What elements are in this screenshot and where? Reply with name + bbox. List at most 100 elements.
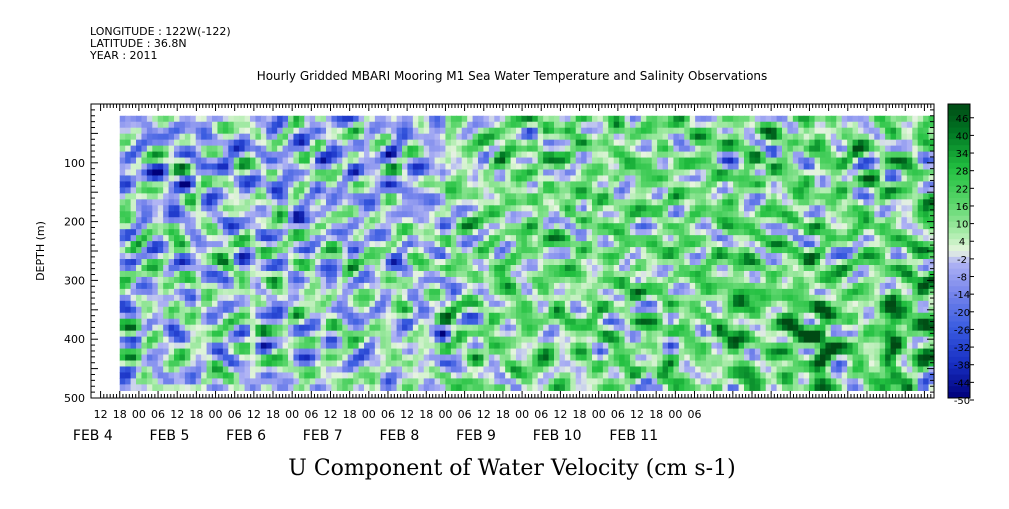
heatmap-cell — [597, 145, 604, 153]
heatmap-cell — [684, 324, 691, 332]
heatmap-cell — [315, 300, 322, 308]
heatmap-cell — [380, 121, 387, 129]
heatmap-cell — [163, 169, 170, 177]
heatmap-cell — [608, 366, 615, 374]
heatmap-cell — [440, 276, 447, 284]
heatmap-cell — [125, 217, 132, 224]
heatmap-cell — [195, 169, 202, 177]
heatmap-cell — [412, 133, 419, 141]
heatmap-cell — [559, 175, 566, 183]
heatmap-cell — [195, 259, 202, 266]
heatmap-cell — [255, 247, 262, 254]
heatmap-cell — [668, 253, 675, 260]
heatmap-cell — [608, 336, 615, 344]
heatmap-cell — [233, 372, 240, 380]
heatmap-cell — [472, 139, 479, 147]
heatmap-cell — [412, 235, 419, 242]
heatmap-cell — [668, 169, 675, 177]
heatmap-cell — [315, 276, 322, 284]
heatmap-cell — [537, 175, 544, 183]
heatmap-cell — [250, 151, 257, 159]
heatmap-cell — [624, 354, 631, 362]
heatmap-cell — [293, 175, 300, 183]
heatmap-cell — [510, 163, 517, 171]
heatmap-cell — [130, 294, 137, 302]
heatmap-cell — [304, 187, 311, 194]
heatmap-cell — [505, 324, 512, 332]
heatmap-cell — [260, 336, 267, 344]
heatmap-cell — [125, 199, 132, 206]
heatmap-cell — [450, 300, 457, 308]
heatmap-cell — [174, 253, 181, 260]
heatmap-cell — [440, 342, 447, 350]
heatmap-cell — [282, 276, 289, 284]
heatmap-cell — [418, 121, 425, 129]
heatmap-cell — [657, 193, 664, 200]
heatmap-cell — [516, 247, 523, 254]
heatmap-cell — [412, 294, 419, 302]
heatmap-cell — [543, 276, 550, 284]
heatmap-cell — [640, 139, 647, 147]
heatmap-cell — [494, 378, 501, 385]
heatmap-cell — [418, 247, 425, 254]
heatmap-cell — [592, 133, 599, 141]
heatmap-cell — [559, 360, 566, 368]
heatmap-cell — [141, 133, 148, 141]
heatmap-cell — [684, 384, 691, 391]
heatmap-cell — [217, 276, 224, 284]
heatmap-cell — [119, 348, 126, 356]
heatmap-cell — [136, 342, 143, 350]
heatmap-cell — [488, 270, 495, 278]
heatmap-cell — [706, 157, 713, 165]
heatmap-cell — [689, 312, 696, 320]
heatmap-cell — [668, 229, 675, 236]
heatmap-cell — [212, 211, 219, 218]
heatmap-cell — [119, 288, 126, 296]
heatmap-cell — [559, 276, 566, 284]
heatmap-cell — [657, 366, 664, 374]
heatmap-cell — [630, 276, 637, 284]
heatmap-cell — [293, 187, 300, 194]
heatmap-cell — [174, 229, 181, 236]
heatmap-cell — [657, 318, 664, 326]
heatmap-cell — [326, 348, 333, 356]
heatmap-cell — [293, 193, 300, 200]
heatmap-cell — [212, 300, 219, 308]
heatmap-cell — [630, 372, 637, 380]
heatmap-cell — [326, 145, 333, 153]
heatmap-cell — [353, 175, 360, 183]
heatmap-cell — [483, 288, 490, 296]
heatmap-cell — [559, 181, 566, 188]
heatmap-cell — [320, 354, 327, 362]
heatmap-cell — [347, 115, 354, 123]
heatmap-cell — [499, 115, 506, 123]
heatmap-cell — [537, 366, 544, 374]
heatmap-cell — [380, 366, 387, 374]
heatmap-cell — [385, 199, 392, 206]
heatmap-cell — [613, 235, 620, 242]
heatmap-cell — [266, 133, 273, 141]
heatmap-cell — [706, 229, 713, 236]
heatmap-cell — [391, 354, 398, 362]
heatmap-cell — [402, 300, 409, 308]
heatmap-cell — [125, 270, 132, 278]
heatmap-cell — [130, 312, 137, 320]
heatmap-cell — [695, 282, 702, 290]
heatmap-cell — [526, 223, 533, 230]
heatmap-cell — [461, 127, 468, 135]
heatmap-cell — [271, 259, 278, 266]
heatmap-cell — [174, 115, 181, 123]
heatmap-cell — [483, 372, 490, 380]
heatmap-cell — [510, 223, 517, 230]
heatmap-cell — [266, 306, 273, 314]
heatmap-cell — [168, 127, 175, 135]
heatmap-cell — [244, 288, 251, 296]
heatmap-cell — [217, 378, 224, 385]
heatmap-cell — [217, 372, 224, 380]
heatmap-cell — [206, 288, 213, 296]
heatmap-cell — [532, 127, 539, 135]
heatmap-cell — [374, 211, 381, 218]
heatmap-cell — [564, 247, 571, 254]
heatmap-cell — [255, 205, 262, 212]
heatmap-cell — [298, 253, 305, 260]
